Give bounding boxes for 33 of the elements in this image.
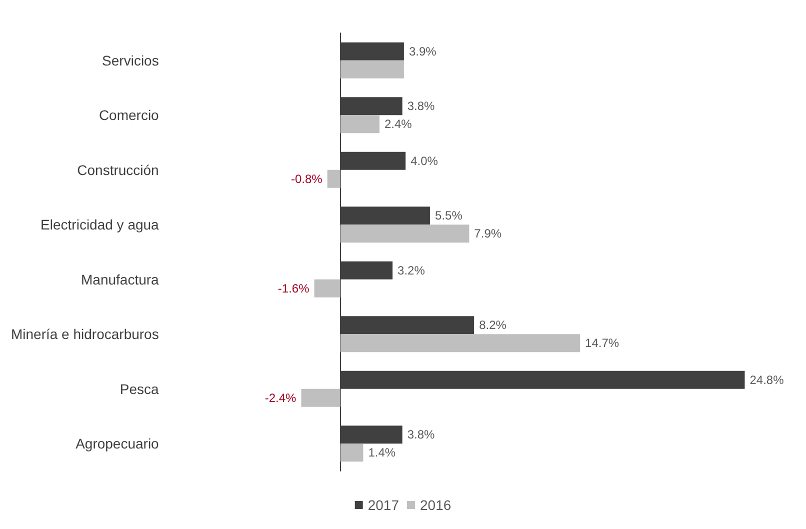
data-label: 5.5% — [435, 208, 463, 223]
data-label: 24.8% — [750, 372, 784, 387]
data-label: 8.2% — [479, 318, 507, 332]
bar — [340, 224, 470, 243]
data-label: 3.2% — [398, 263, 426, 278]
bar — [327, 170, 340, 188]
legend-label: 2016 — [420, 497, 452, 513]
y-tick-label: Pesca — [120, 380, 160, 397]
data-label: 3.8% — [407, 99, 436, 114]
legend-label: 2017 — [368, 497, 400, 513]
y-tick-label: Agropecuario — [76, 436, 160, 452]
bar — [314, 279, 340, 298]
data-label: 4.0% — [410, 154, 438, 168]
bar — [340, 444, 364, 462]
y-tick-label: Construcción — [77, 162, 159, 178]
bar — [301, 388, 340, 407]
y-tick-label: Minería e hidrocarburos — [10, 326, 159, 342]
data-label: 3.8% — [407, 428, 436, 442]
data-label: -0.8% — [290, 172, 323, 186]
bar — [340, 60, 404, 78]
y-tick-label: Servicios — [102, 52, 159, 68]
data-label: 7.9% — [474, 226, 502, 241]
data-label: -2.4% — [264, 390, 297, 405]
data-label: 3.9% — [408, 44, 437, 58]
bar — [340, 334, 580, 352]
y-tick-label: Electricidad y agua — [40, 216, 160, 233]
data-label: -1.6% — [278, 281, 310, 296]
y-tick-label: Comercio — [98, 107, 160, 124]
bar — [340, 115, 380, 134]
data-label: 2.4% — [384, 117, 412, 132]
data-label: 14.7% — [585, 336, 620, 350]
y-tick-label: Manufactura — [81, 271, 160, 288]
data-label: 1.4% — [368, 446, 396, 460]
